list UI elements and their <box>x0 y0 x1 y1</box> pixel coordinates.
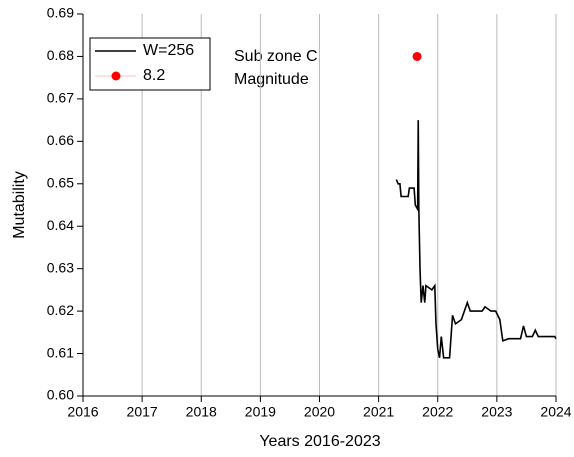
legend-label: W=256 <box>143 42 194 59</box>
legend-marker <box>111 71 121 81</box>
x-tick-label: 2024 <box>540 404 571 420</box>
y-tick-label: 0.69 <box>47 5 74 21</box>
x-tick-label: 2018 <box>186 404 217 420</box>
x-axis-label: Years 2016-2023 <box>259 433 380 450</box>
y-tick-label: 0.62 <box>47 302 74 318</box>
legend-label: 8.2 <box>143 67 165 84</box>
y-tick-label: 0.63 <box>47 259 74 275</box>
x-tick-label: 2022 <box>422 404 453 420</box>
y-tick-label: 0.66 <box>47 132 74 148</box>
y-tick-label: 0.67 <box>47 90 74 106</box>
y-tick-label: 0.65 <box>47 174 74 190</box>
y-tick-label: 0.61 <box>47 344 74 360</box>
x-tick-label: 2019 <box>245 404 276 420</box>
y-tick-label: 0.64 <box>47 217 74 233</box>
y-tick-label: 0.60 <box>47 387 74 403</box>
line <box>395 120 557 359</box>
y-tick-label: 0.68 <box>47 47 74 63</box>
x-tick-label: 2017 <box>127 404 158 420</box>
point <box>412 51 422 61</box>
x-tick-label: 2016 <box>67 404 98 420</box>
y-axis-label: Mutability <box>11 171 28 239</box>
x-tick-label: 2023 <box>481 404 512 420</box>
annotation: Sub zone C <box>234 48 318 65</box>
legend-box <box>89 37 211 91</box>
annotation: Magnitude <box>234 71 309 88</box>
x-tick-label: 2021 <box>363 404 394 420</box>
x-tick-label: 2020 <box>304 404 335 420</box>
